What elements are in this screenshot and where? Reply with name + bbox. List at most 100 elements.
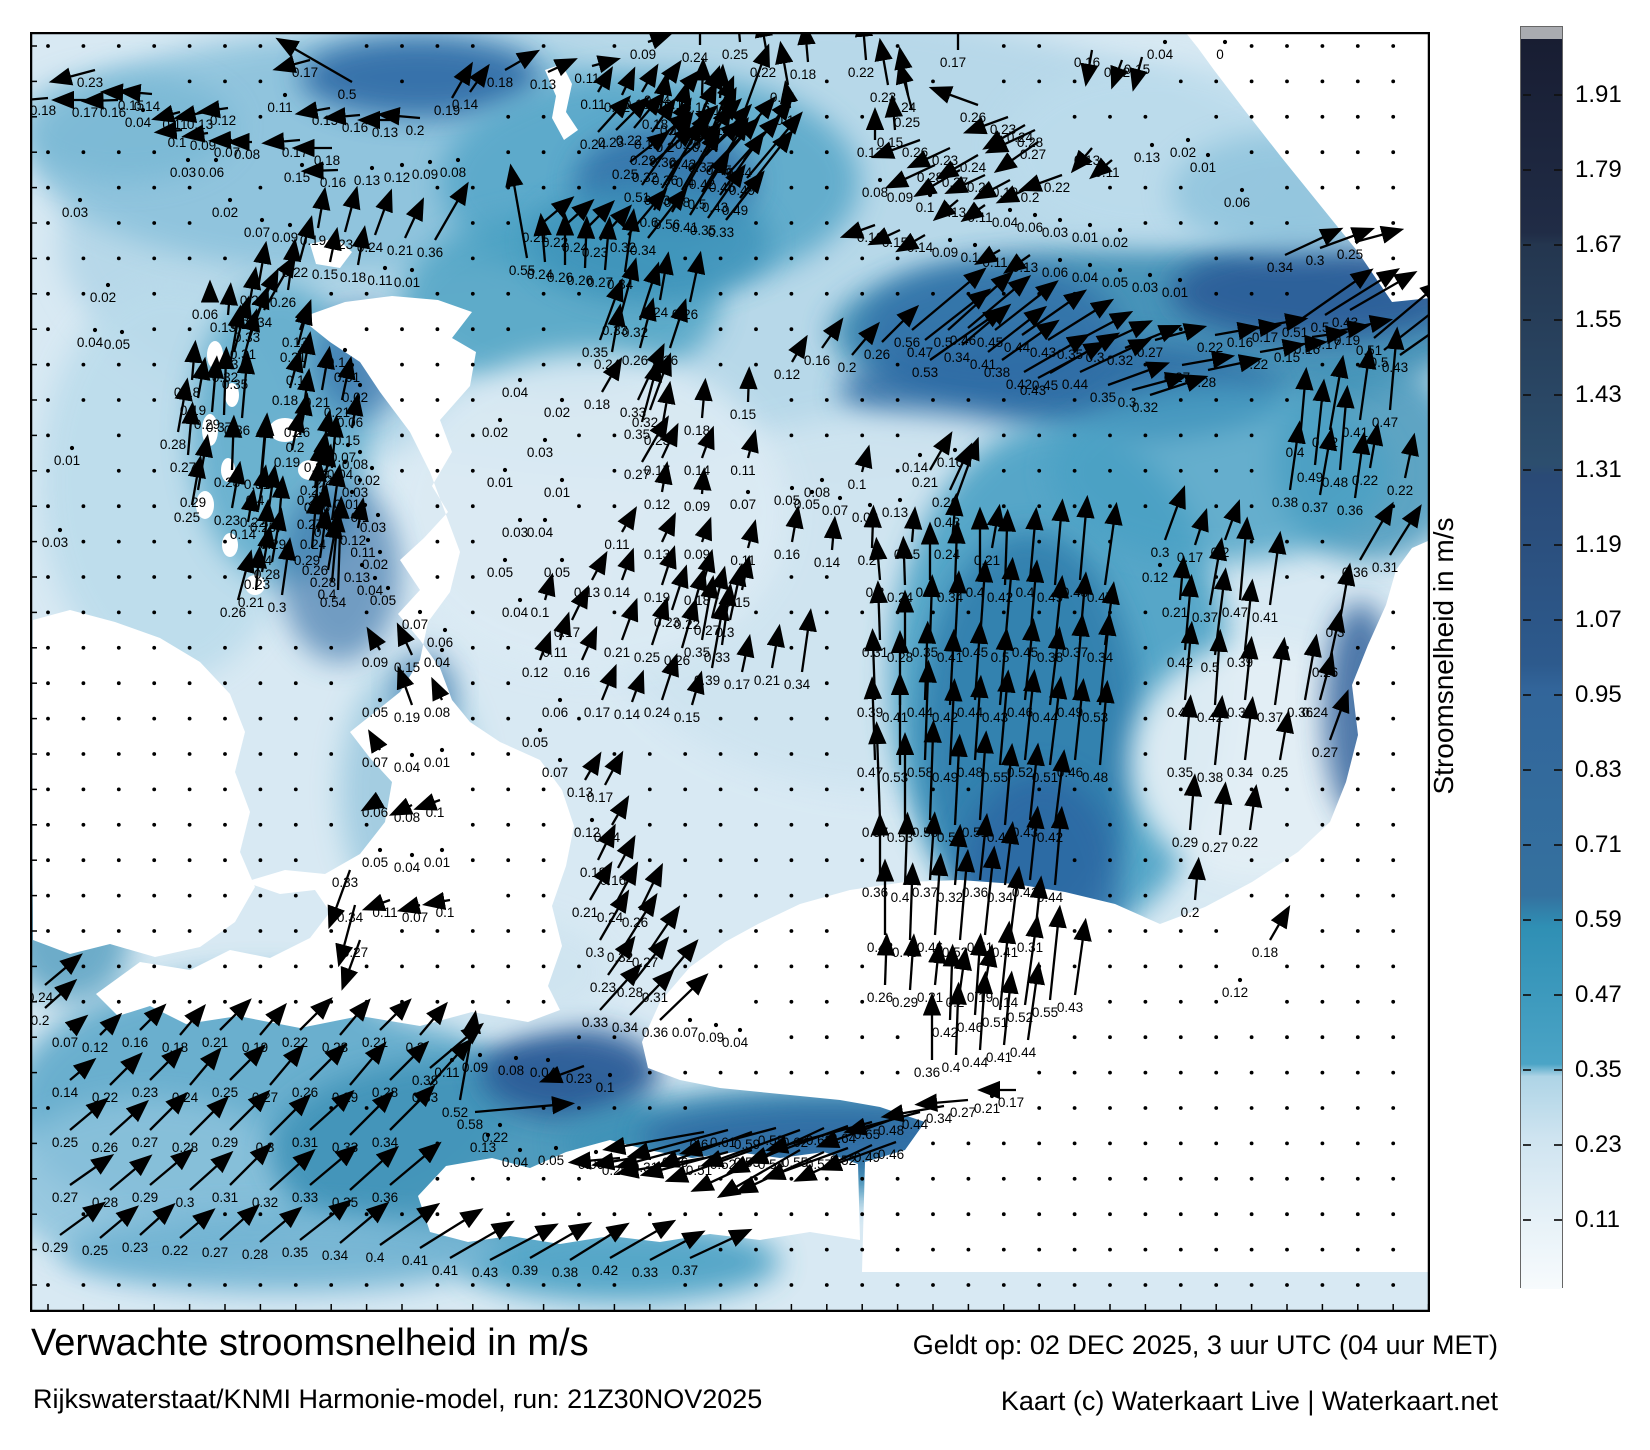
svg-text:0.12: 0.12 bbox=[574, 825, 600, 840]
svg-text:0.54: 0.54 bbox=[758, 1157, 785, 1172]
svg-text:0.04: 0.04 bbox=[1147, 47, 1174, 62]
svg-text:0.25: 0.25 bbox=[722, 47, 748, 62]
svg-text:0.11: 0.11 bbox=[542, 645, 567, 660]
svg-text:0.38: 0.38 bbox=[552, 1265, 578, 1280]
svg-text:0.36: 0.36 bbox=[1337, 503, 1363, 518]
svg-text:0.35: 0.35 bbox=[282, 1245, 308, 1260]
svg-text:0.28: 0.28 bbox=[372, 1085, 398, 1100]
svg-text:0.33: 0.33 bbox=[708, 225, 734, 240]
svg-text:0.02: 0.02 bbox=[342, 390, 368, 405]
svg-text:0.06: 0.06 bbox=[1224, 195, 1250, 210]
svg-text:0.57: 0.57 bbox=[862, 825, 888, 840]
svg-text:0.42: 0.42 bbox=[987, 590, 1013, 605]
svg-text:0.14: 0.14 bbox=[614, 707, 641, 722]
svg-text:0.02: 0.02 bbox=[544, 405, 570, 420]
colorbar-tick bbox=[1523, 169, 1531, 172]
svg-text:0.13: 0.13 bbox=[530, 77, 556, 92]
svg-text:0.41: 0.41 bbox=[937, 650, 963, 665]
colorbar-tick bbox=[1523, 769, 1531, 772]
svg-text:0.36: 0.36 bbox=[372, 1190, 398, 1205]
svg-text:0.5: 0.5 bbox=[1311, 320, 1330, 335]
svg-text:0.08: 0.08 bbox=[804, 485, 830, 500]
svg-text:0.55: 0.55 bbox=[509, 263, 535, 278]
svg-text:0.07: 0.07 bbox=[402, 910, 428, 925]
svg-text:0.33: 0.33 bbox=[292, 1190, 318, 1205]
svg-text:0.25: 0.25 bbox=[212, 1085, 238, 1100]
svg-text:0.23: 0.23 bbox=[122, 1240, 148, 1255]
svg-text:0.41: 0.41 bbox=[402, 1253, 428, 1268]
svg-text:0.11: 0.11 bbox=[982, 255, 1007, 270]
svg-text:0.21: 0.21 bbox=[917, 990, 943, 1005]
colorbar-tick bbox=[1554, 319, 1562, 322]
svg-text:0.5: 0.5 bbox=[991, 650, 1010, 665]
svg-text:0.21: 0.21 bbox=[604, 645, 630, 660]
svg-text:0.21: 0.21 bbox=[324, 405, 350, 420]
svg-text:0.22: 0.22 bbox=[1242, 357, 1268, 372]
svg-text:0.27: 0.27 bbox=[170, 460, 196, 475]
svg-text:0.05: 0.05 bbox=[104, 337, 130, 352]
svg-text:0.01: 0.01 bbox=[424, 855, 450, 870]
svg-text:0.26: 0.26 bbox=[960, 110, 986, 125]
colorbar-tick bbox=[1554, 694, 1562, 697]
svg-text:0.36: 0.36 bbox=[914, 1065, 940, 1080]
svg-text:0.34: 0.34 bbox=[1267, 260, 1294, 275]
svg-text:0.24: 0.24 bbox=[562, 240, 589, 255]
svg-text:0.05: 0.05 bbox=[522, 735, 548, 750]
svg-text:0.49: 0.49 bbox=[1297, 470, 1323, 485]
svg-text:0.3: 0.3 bbox=[268, 600, 287, 615]
colorbar-tick bbox=[1554, 919, 1562, 922]
colorbar-tick-label: 0.11 bbox=[1575, 1206, 1620, 1234]
svg-text:0.04: 0.04 bbox=[1072, 270, 1099, 285]
svg-text:0.25: 0.25 bbox=[82, 1243, 108, 1258]
svg-text:0.17: 0.17 bbox=[724, 677, 750, 692]
svg-text:0.12: 0.12 bbox=[210, 113, 236, 128]
svg-text:0.11: 0.11 bbox=[434, 1065, 459, 1080]
svg-text:0.03: 0.03 bbox=[62, 205, 88, 220]
svg-text:0.3: 0.3 bbox=[176, 1195, 195, 1210]
colorbar-tick bbox=[1523, 994, 1531, 997]
svg-text:0.27: 0.27 bbox=[202, 1245, 228, 1260]
svg-text:0.34: 0.34 bbox=[1087, 650, 1114, 665]
svg-text:0.1: 0.1 bbox=[436, 905, 455, 920]
svg-text:0.11: 0.11 bbox=[350, 545, 375, 560]
svg-text:0.13: 0.13 bbox=[882, 505, 908, 520]
svg-text:0.42: 0.42 bbox=[1167, 655, 1193, 670]
colorbar-tick bbox=[1523, 1069, 1531, 1072]
svg-text:0.32: 0.32 bbox=[1107, 353, 1133, 368]
svg-text:0.25: 0.25 bbox=[894, 115, 920, 130]
svg-text:0.16: 0.16 bbox=[122, 1035, 148, 1050]
svg-text:0.52: 0.52 bbox=[442, 1105, 468, 1120]
svg-text:0.16: 0.16 bbox=[804, 353, 830, 368]
svg-text:0.21: 0.21 bbox=[387, 243, 413, 258]
svg-text:0.07: 0.07 bbox=[730, 497, 756, 512]
svg-text:0.2: 0.2 bbox=[286, 440, 305, 455]
colorbar: 1.91 1.79 1.67 1.55 1.43 1.31 1.19 1.07 0.95 0.83… bbox=[1520, 26, 1622, 1289]
colorbar-tick bbox=[1523, 469, 1531, 472]
svg-text:0.2: 0.2 bbox=[406, 123, 425, 138]
svg-text:0.21: 0.21 bbox=[754, 673, 780, 688]
svg-text:0.23: 0.23 bbox=[77, 75, 103, 90]
svg-text:0.28: 0.28 bbox=[242, 1247, 268, 1262]
svg-text:0.36: 0.36 bbox=[224, 423, 250, 438]
svg-text:0.24: 0.24 bbox=[934, 547, 961, 562]
svg-text:0.33: 0.33 bbox=[620, 405, 646, 420]
svg-text:0.02: 0.02 bbox=[482, 425, 508, 440]
svg-text:0.13: 0.13 bbox=[574, 585, 600, 600]
svg-text:0.35: 0.35 bbox=[222, 377, 248, 392]
colorbar-tick bbox=[1523, 919, 1531, 922]
svg-text:0.11: 0.11 bbox=[604, 537, 629, 552]
colorbar-tick bbox=[1554, 1069, 1562, 1072]
svg-text:0.28: 0.28 bbox=[1190, 375, 1216, 390]
colorbar-tick bbox=[1554, 469, 1562, 472]
colorbar-tick-label: 1.19 bbox=[1575, 531, 1622, 559]
svg-text:0.53: 0.53 bbox=[1082, 710, 1108, 725]
svg-text:0.03: 0.03 bbox=[42, 535, 68, 550]
svg-text:0.35: 0.35 bbox=[684, 645, 710, 660]
svg-text:0.15: 0.15 bbox=[1274, 350, 1300, 365]
svg-text:0.51: 0.51 bbox=[624, 190, 650, 205]
svg-text:0.47: 0.47 bbox=[1087, 590, 1113, 605]
svg-text:0.16: 0.16 bbox=[774, 547, 800, 562]
colorbar-tick-label: 1.67 bbox=[1575, 231, 1622, 259]
svg-text:0.14: 0.14 bbox=[230, 527, 257, 542]
svg-text:0.4: 0.4 bbox=[891, 890, 910, 905]
